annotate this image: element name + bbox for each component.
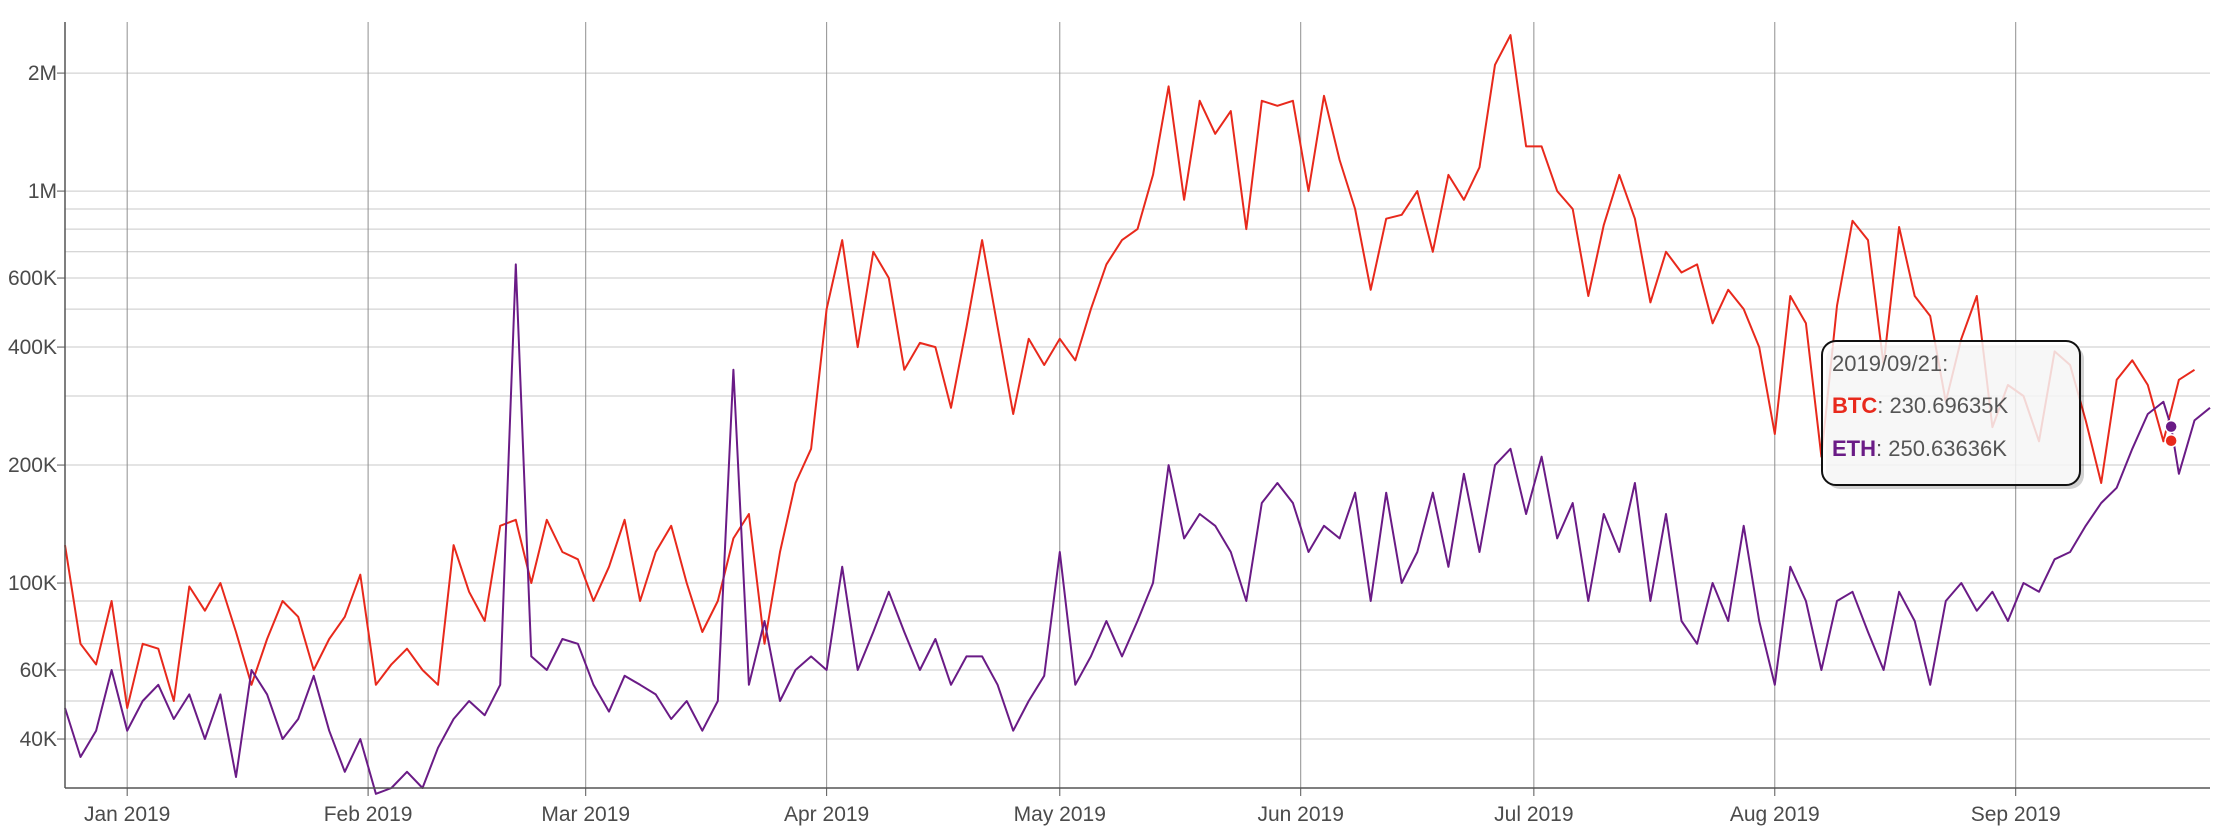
series-layer <box>64 34 2211 795</box>
x-tick-label: Jun 2019 <box>1257 803 1343 826</box>
tooltip-date: 2019/09/21: <box>1832 351 1948 376</box>
x-tick-label: Mar 2019 <box>541 803 630 826</box>
x-tick-label: May 2019 <box>1014 803 1106 826</box>
tooltip-row-eth: ETH: 250.63636K <box>1832 436 2007 461</box>
tooltip-series-key: BTC <box>1832 393 1877 418</box>
y-tick-label: 200K <box>8 454 57 477</box>
series-line-btc[interactable] <box>64 34 2196 709</box>
series-line-eth[interactable] <box>64 263 2211 795</box>
y-tick-label: 60K <box>20 659 57 682</box>
focus-point-eth <box>2164 419 2178 434</box>
tooltip-series-value: : 250.63636K <box>1876 436 2007 461</box>
y-tick-label: 40K <box>20 728 57 751</box>
y-tick-label: 1M <box>28 180 57 203</box>
y-tick-label: 2M <box>28 62 57 85</box>
x-tick-label: Jan 2019 <box>84 803 170 826</box>
tooltip-series-value: : 230.69635K <box>1877 393 2008 418</box>
tooltip-row-btc: BTC: 230.69635K <box>1832 393 2008 418</box>
y-tick-label: 600K <box>8 267 57 290</box>
x-tick-label: Apr 2019 <box>784 803 869 826</box>
x-tick-label: Feb 2019 <box>324 803 413 826</box>
tooltip-series-key: ETH <box>1832 436 1876 461</box>
x-tick-label: Aug 2019 <box>1730 803 1820 826</box>
tooltip-box <box>1821 340 2081 486</box>
focus-point-btc <box>2164 433 2178 448</box>
axis-layer: 40K 60K 100K 200K 400K 600K 1M 2M Jan 2019 Feb 20… <box>8 22 2210 826</box>
y-tick-label: 100K <box>8 572 57 595</box>
x-tick-label: Sep 2019 <box>1971 803 2061 826</box>
y-tick-label: 400K <box>8 336 57 359</box>
x-tick-label: Jul 2019 <box>1494 803 1573 826</box>
